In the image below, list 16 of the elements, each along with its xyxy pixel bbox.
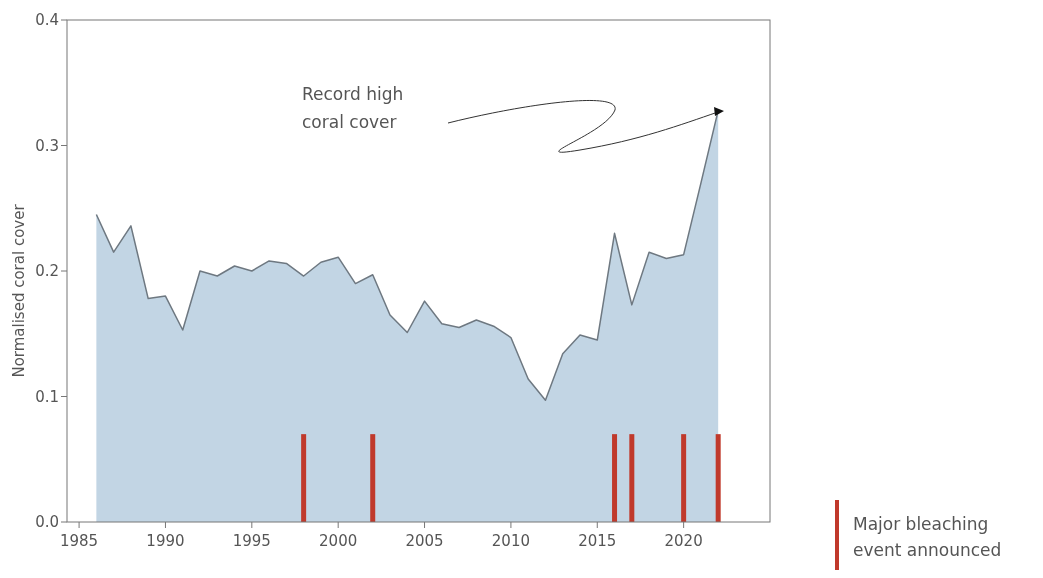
y-tick-label: 0.2 — [35, 262, 59, 280]
x-tick-label: 2015 — [578, 532, 617, 550]
x-tick-label: 1990 — [146, 532, 185, 550]
annotation: Record high coral cover — [302, 84, 404, 132]
x-tick-label: 2010 — [491, 532, 530, 550]
x-tick-label: 2005 — [405, 532, 444, 550]
x-tick-label: 1985 — [60, 532, 99, 550]
y-axis-title: Normalised coral cover — [10, 203, 28, 378]
y-tick-label: 0.1 — [35, 387, 59, 406]
x-tick-label: 1995 — [232, 532, 271, 550]
x-tick-label: 2000 — [319, 532, 358, 550]
y-tick-label: 0.0 — [35, 513, 59, 531]
y-tick-label: 0.4 — [35, 11, 59, 29]
x-tick-label: 2020 — [664, 532, 703, 550]
text: Major bleaching event announced — [853, 514, 1002, 560]
y-tick-label: 0.3 — [35, 136, 59, 155]
